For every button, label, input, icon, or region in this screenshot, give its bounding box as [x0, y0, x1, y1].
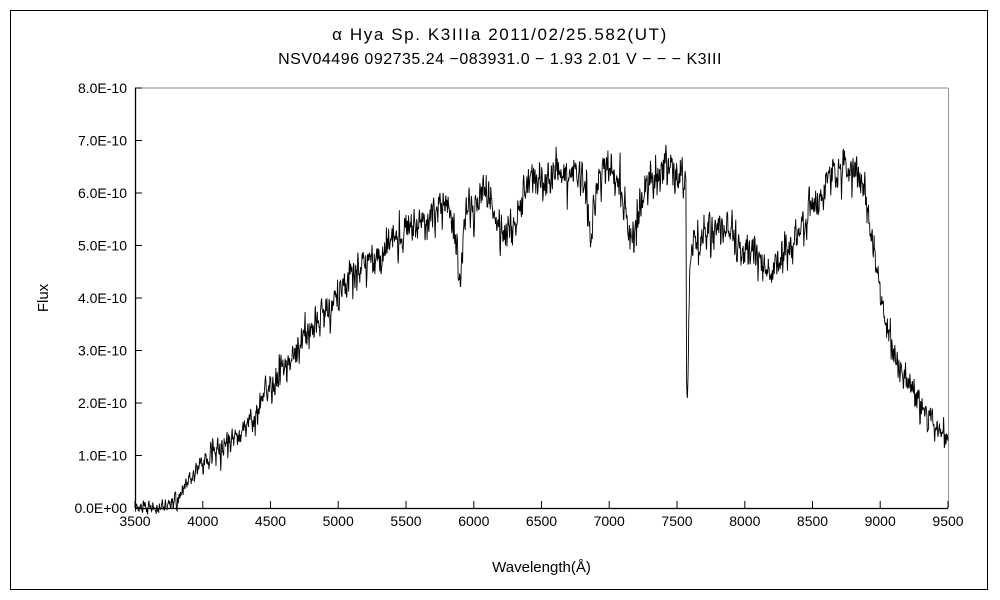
- svg-text:3500: 3500: [119, 513, 150, 529]
- svg-text:7.0E-10: 7.0E-10: [78, 133, 127, 149]
- svg-text:8000: 8000: [729, 513, 760, 529]
- svg-text:Wavelength(Å): Wavelength(Å): [492, 559, 591, 576]
- svg-text:4000: 4000: [187, 513, 218, 529]
- svg-text:9500: 9500: [932, 513, 963, 529]
- svg-text:7500: 7500: [661, 513, 692, 529]
- svg-text:5.0E-10: 5.0E-10: [78, 238, 127, 254]
- svg-text:5000: 5000: [323, 513, 354, 529]
- svg-text:4.0E-10: 4.0E-10: [78, 290, 127, 306]
- svg-text:8500: 8500: [797, 513, 828, 529]
- svg-text:5500: 5500: [390, 513, 421, 529]
- svg-text:6000: 6000: [458, 513, 489, 529]
- svg-text:9000: 9000: [865, 513, 896, 529]
- svg-text:6.0E-10: 6.0E-10: [78, 185, 127, 201]
- svg-text:Flux: Flux: [35, 283, 52, 312]
- svg-text:4500: 4500: [255, 513, 286, 529]
- svg-text:6500: 6500: [526, 513, 557, 529]
- svg-text:2.0E-10: 2.0E-10: [78, 395, 127, 411]
- svg-text:8.0E-10: 8.0E-10: [78, 80, 127, 96]
- svg-text:3.0E-10: 3.0E-10: [78, 343, 127, 359]
- svg-text:1.0E-10: 1.0E-10: [78, 448, 127, 464]
- svg-text:7000: 7000: [594, 513, 625, 529]
